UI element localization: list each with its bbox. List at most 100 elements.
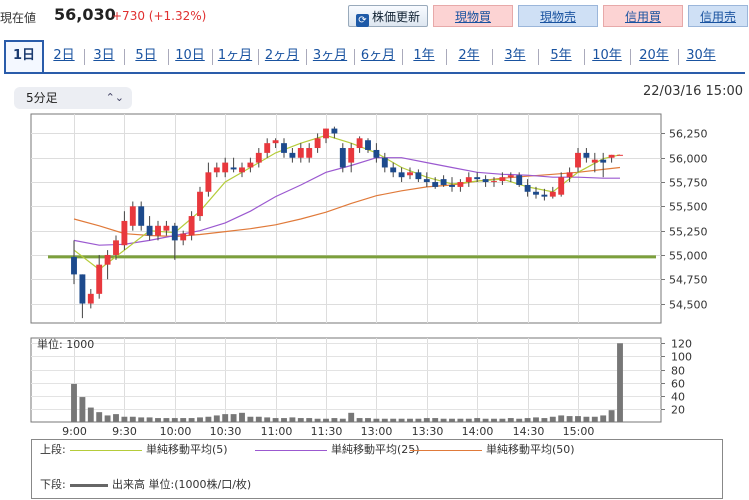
price-y-tick-label: 55,500 (669, 201, 708, 214)
candle-body (113, 240, 119, 255)
candle-body (407, 172, 413, 176)
volume-bar (390, 418, 397, 422)
cash-buy-button[interactable]: 現物買 (433, 5, 513, 27)
tab-0[interactable]: 1日 (4, 40, 44, 72)
tab-7[interactable]: 3ヶ月 (312, 48, 348, 63)
x-tick-label: 11:30 (311, 425, 343, 438)
candle-body (482, 179, 489, 183)
candle (104, 250, 111, 280)
volume-bar (104, 415, 111, 422)
candle-body (415, 172, 422, 180)
candle (365, 138, 371, 153)
volume-bar (600, 415, 607, 422)
tab-5[interactable]: 1ヶ月 (217, 48, 253, 63)
candle-body (289, 152, 296, 158)
candle-body (197, 191, 203, 217)
candle (558, 172, 565, 197)
tab-14[interactable]: 20年 (639, 48, 669, 63)
candle-body (163, 225, 170, 231)
candle-body (549, 191, 556, 197)
candle (474, 172, 481, 183)
candle (239, 162, 245, 178)
candle-body (272, 140, 279, 144)
volume-bar (331, 418, 338, 422)
x-tick-label: 15:00 (563, 425, 595, 438)
tab-separator (446, 49, 447, 65)
volume-bar (171, 418, 178, 422)
update-price-button[interactable]: ⟳ 株価更新 (348, 5, 428, 27)
legend-ma50-swatch (410, 449, 482, 451)
volume-bar (558, 415, 565, 422)
tab-1[interactable]: 2日 (53, 48, 75, 63)
candle-body (247, 162, 254, 168)
margin-buy-button[interactable]: 信用買 (603, 5, 683, 27)
volume-bar (255, 416, 262, 422)
chart-legend: 上段: 単純移動平均(5) 単純移動平均(25) 単純移動平均(50) 下段: … (31, 439, 723, 499)
candle (306, 143, 313, 163)
volume-bar (381, 418, 388, 422)
tab-11[interactable]: 3年 (504, 48, 526, 63)
legend-volume-label: 出来高 単位:(1000株/口/枚) (112, 478, 252, 491)
candle-body (180, 233, 187, 241)
tab-13[interactable]: 10年 (592, 48, 622, 63)
candle (171, 222, 178, 260)
volume-bar (423, 418, 430, 422)
volume-bar (138, 417, 145, 422)
tab-9[interactable]: 1年 (413, 48, 435, 63)
tab-4[interactable]: 10日 (175, 48, 205, 63)
margin-sell-button[interactable]: 信用売 (688, 5, 748, 27)
volume-bar (205, 416, 212, 422)
candle-body (474, 177, 481, 180)
chevron-updown-icon: ⌃⌄ (105, 91, 124, 104)
volume-bar (432, 418, 439, 422)
candle (373, 143, 380, 163)
update-price-label: 株価更新 (371, 10, 420, 24)
candle (314, 133, 321, 153)
price-y-tick-label: 54,750 (669, 274, 708, 287)
legend-volume: 出来高 単位:(1000株/口/枚) (70, 477, 251, 493)
legend-ma25-swatch (255, 449, 327, 451)
candle (348, 143, 355, 173)
volume-bar (608, 410, 615, 422)
candle-body (314, 138, 321, 149)
tab-8[interactable]: 6ヶ月 (360, 48, 396, 63)
candle (482, 175, 489, 187)
candle (600, 152, 607, 178)
cash-sell-button[interactable]: 現物売 (518, 5, 598, 27)
tab-separator (124, 49, 125, 65)
tab-3[interactable]: 5日 (135, 48, 157, 63)
tab-12[interactable]: 5年 (550, 48, 572, 63)
price-y-tick-label: 55,000 (669, 250, 708, 263)
volume-bar (71, 383, 77, 422)
tab-10[interactable]: 2年 (458, 48, 480, 63)
price-y-tick-label: 55,250 (669, 226, 708, 239)
candle-body (281, 143, 287, 153)
volume-bar (180, 418, 187, 422)
tab-6[interactable]: 2ヶ月 (264, 48, 300, 63)
volume-bar (516, 418, 523, 422)
volume-bar (457, 418, 464, 422)
candle-body (306, 148, 313, 158)
candle-body (264, 143, 271, 153)
tab-separator (630, 49, 631, 65)
volume-bar (239, 412, 245, 422)
candle (516, 172, 523, 187)
legend-ma50: 単純移動平均(50) (410, 442, 575, 458)
tab-15[interactable]: 30年 (686, 48, 716, 63)
candle (155, 220, 161, 241)
interval-select[interactable]: 5分足 ⌃⌄ (14, 87, 132, 109)
tab-2[interactable]: 3日 (93, 48, 115, 63)
volume-bar (213, 415, 220, 422)
volume-bar (272, 418, 279, 422)
candle-body (516, 175, 523, 185)
candle (507, 172, 514, 183)
candle (608, 154, 615, 163)
candle-body (524, 184, 531, 192)
legend-volume-swatch (70, 483, 108, 487)
candle (465, 172, 472, 187)
volume-bar (491, 418, 497, 422)
volume-bar (356, 418, 363, 422)
x-tick-label: 14:30 (513, 425, 545, 438)
candle (398, 167, 405, 183)
candle-body (348, 148, 355, 163)
